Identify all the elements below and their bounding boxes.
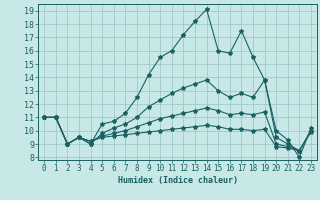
X-axis label: Humidex (Indice chaleur): Humidex (Indice chaleur)	[118, 176, 238, 185]
